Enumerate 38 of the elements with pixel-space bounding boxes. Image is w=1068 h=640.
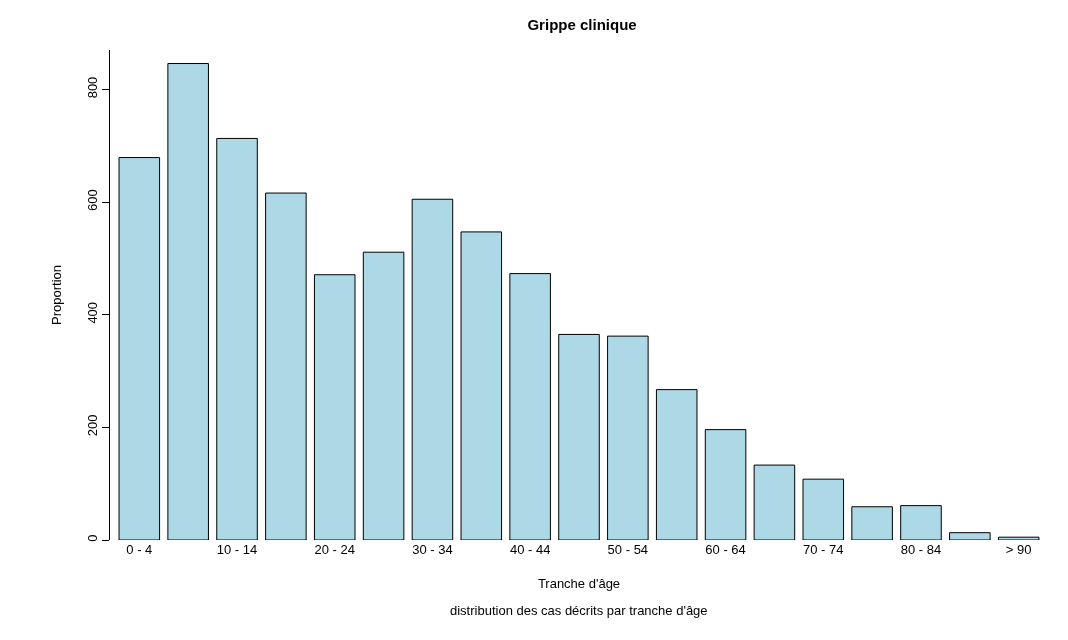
bar xyxy=(851,506,893,540)
bar xyxy=(704,429,747,540)
x-tick-label: > 90 xyxy=(1005,542,1032,557)
y-tick-label: 400 xyxy=(84,301,100,324)
bar xyxy=(313,274,356,540)
y-tick-label: 200 xyxy=(84,414,100,437)
bar xyxy=(997,536,1040,540)
bar xyxy=(362,251,405,540)
bar xyxy=(118,157,161,540)
x-tick-label: 10 - 14 xyxy=(216,542,258,557)
bar xyxy=(460,231,503,540)
x-tick-label: 70 - 74 xyxy=(803,542,844,557)
bar xyxy=(607,335,649,540)
bar xyxy=(900,505,942,540)
bar xyxy=(167,63,209,540)
x-tick-label: 20 - 24 xyxy=(314,542,355,557)
bar xyxy=(753,464,796,540)
x-tick-label: 40 - 44 xyxy=(509,542,551,557)
x-tick-label: 50 - 54 xyxy=(607,542,649,557)
x-tick-label: 80 - 84 xyxy=(900,542,942,557)
y-tick-label: 800 xyxy=(84,76,100,99)
chart-title: Grippe clinique xyxy=(527,15,637,33)
bar xyxy=(216,137,258,540)
x-tick-label: 60 - 64 xyxy=(705,542,746,557)
x-axis-title: Tranche d'âge xyxy=(537,575,621,591)
bar xyxy=(655,389,698,540)
y-tick-label: 0 xyxy=(84,534,100,542)
x-tick-label: 0 - 4 xyxy=(126,542,153,557)
x-tick-label: 30 - 34 xyxy=(412,542,453,557)
bar xyxy=(949,532,991,540)
y-axis-title: Proportion xyxy=(48,265,64,325)
text: distribution des cas décrits par tranche d'âge xyxy=(450,603,708,618)
y-tick-label: 600 xyxy=(84,189,100,211)
bar xyxy=(802,478,845,540)
bar xyxy=(509,273,551,540)
bar xyxy=(558,333,600,540)
bar xyxy=(411,198,454,540)
bar xyxy=(265,192,307,540)
